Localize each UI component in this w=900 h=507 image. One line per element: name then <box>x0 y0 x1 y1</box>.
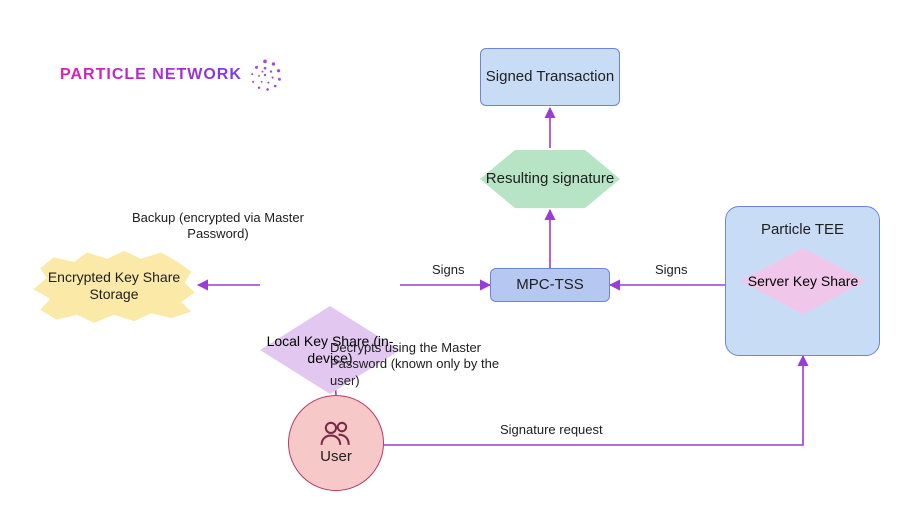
node-signed-transaction-label: Signed Transaction <box>486 68 614 86</box>
edge-label-decrypts: Decrypts using the Master Password (know… <box>330 340 530 389</box>
users-icon <box>319 420 353 446</box>
node-server-key-share: Server Key Share <box>740 248 866 314</box>
edge-label-signs-left: Signs <box>432 262 465 278</box>
node-mpc-tss-label: MPC-TSS <box>516 276 584 294</box>
node-resulting-signature: Resulting signature <box>480 148 620 210</box>
node-mpc-tss: MPC-TSS <box>490 268 610 302</box>
node-user-label: User <box>320 448 352 466</box>
node-particle-tee-label: Particle TEE <box>761 221 844 239</box>
node-signed-transaction: Signed Transaction <box>480 48 620 106</box>
node-encrypted-storage: Encrypted Key Share Storage <box>30 246 198 326</box>
edge-label-signs-right: Signs <box>655 262 688 278</box>
node-server-key-share-label: Server Key Share <box>748 273 859 290</box>
swirl-icon <box>248 58 282 92</box>
edge-label-signature-request: Signature request <box>500 422 603 438</box>
edge-label-backup: Backup (encrypted via Master Password) <box>118 210 318 243</box>
node-resulting-signature-label: Resulting signature <box>486 170 614 188</box>
brand-logo-text: PARTICLE NETWORK <box>60 66 242 84</box>
brand-logo: PARTICLE NETWORK <box>60 58 282 92</box>
node-encrypted-storage-label: Encrypted Key Share Storage <box>30 269 198 303</box>
diagram-stage: PARTICLE NETWORK <box>0 0 900 507</box>
node-user: User <box>288 395 384 491</box>
